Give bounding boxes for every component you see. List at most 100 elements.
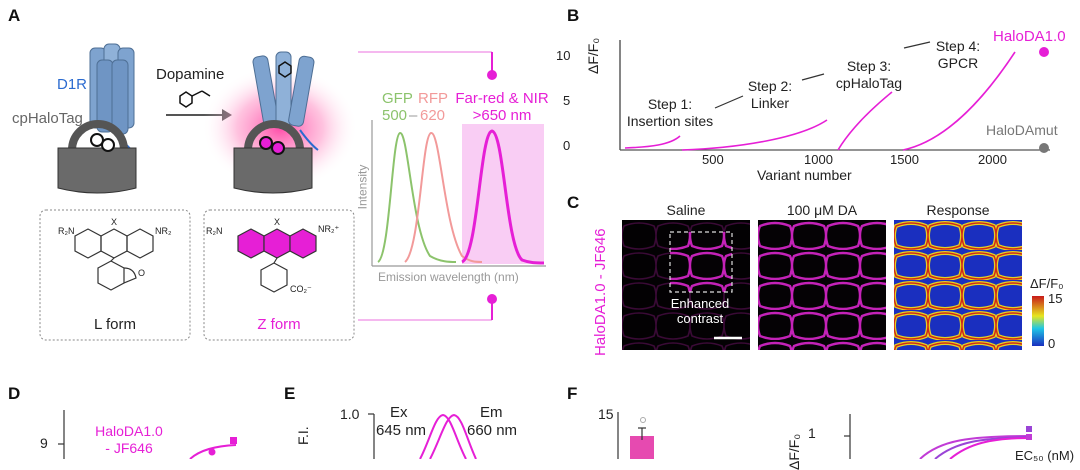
- panel-label-c: C: [567, 193, 580, 212]
- c-cbar-max: 15: [1048, 291, 1063, 306]
- b-y-label: ΔF/F₀: [585, 37, 601, 74]
- panel-label-a: A: [8, 6, 21, 25]
- b-best-label: HaloDA1.0: [993, 28, 1066, 45]
- b-step2-line2: Linker: [750, 95, 790, 111]
- b-best-point: [1039, 47, 1049, 57]
- c-colorbar: [1032, 296, 1044, 346]
- l-form-label: L form: [94, 316, 136, 333]
- z-form-x: X: [274, 217, 281, 227]
- d1r-label: D1R: [57, 76, 88, 93]
- z-form-nr2-left: R₂N: [206, 226, 223, 236]
- panel-label-e: E: [284, 384, 296, 403]
- e-em-value: 660 nm: [467, 422, 518, 439]
- b-mut-point: [1039, 143, 1049, 153]
- b-y-tick-5: 5: [563, 93, 571, 108]
- b-step3-line2: cpHaloTag: [835, 75, 903, 91]
- f-curve-1: [919, 435, 1031, 459]
- d-legend-line1: HaloDA1.0: [95, 423, 163, 439]
- l-form-structure: [74, 228, 154, 291]
- c-col3-title: Response: [926, 202, 990, 218]
- spectrum-y-label: Intensity: [355, 164, 370, 210]
- gfp-spectrum-line: [377, 131, 457, 263]
- f-legend-partial: EC₅₀ (nM): [1015, 448, 1075, 463]
- panel-e-chart: [368, 413, 477, 459]
- panel-b-chart: [619, 40, 1050, 153]
- dopamine-label: Dopamine: [156, 66, 225, 83]
- c-cbar-label: ΔF/F₀: [1030, 276, 1064, 291]
- f-y-tick-left: 15: [598, 406, 614, 422]
- panel-label-b: B: [567, 6, 580, 25]
- l-form-box: [39, 209, 191, 341]
- b-x-tick-1000: 1000: [804, 152, 833, 167]
- d1r-receptor-icon: [89, 43, 135, 151]
- f-y-tick-right: 1: [808, 425, 816, 441]
- gfp-label: GFP: [382, 90, 413, 107]
- c-inset-box: [669, 231, 733, 293]
- e-em-curve: [429, 413, 477, 459]
- l-form-x: X: [111, 217, 118, 227]
- e-ex-curve: [419, 413, 467, 459]
- c-inset-line1: Enhanced: [670, 296, 730, 311]
- z-form-box: [203, 209, 355, 341]
- b-step3-line1: Step 3:: [846, 58, 892, 74]
- panel-f-chart: [617, 412, 1032, 459]
- rfp-label: RFP: [418, 90, 448, 107]
- f-curve-3: [949, 437, 1031, 459]
- panel-d-chart: [58, 410, 237, 459]
- d-point: [208, 448, 216, 456]
- b-step1-line1: Step 1:: [647, 96, 693, 112]
- b-step2-trace: [681, 119, 828, 151]
- c-cbar-min: 0: [1048, 336, 1056, 351]
- z-form-co2: CO₂⁻: [290, 284, 312, 294]
- f-outlier-point: [640, 417, 646, 423]
- panel-a-graphics: [39, 43, 546, 341]
- d-legend-line2: - JF646: [105, 440, 153, 456]
- c-da-image: [758, 220, 886, 350]
- farred-label: Far-red & NIR: [455, 90, 549, 107]
- b-x-tick-1500: 1500: [890, 152, 919, 167]
- cphalotag-label: cpHaloTag: [12, 110, 83, 127]
- b-x-tick-500: 500: [702, 152, 724, 167]
- f-y-label-right: ΔF/F₀: [786, 433, 802, 470]
- b-step4-line1: Step 4:: [935, 38, 981, 54]
- c-col2-title: 100 μM DA: [786, 202, 858, 218]
- panel-label-d: D: [8, 384, 21, 403]
- b-y-tick-0: 0: [563, 138, 571, 153]
- farred-wavelength: >650 nm: [472, 107, 532, 124]
- panel-c-images: [622, 220, 1022, 350]
- gfp-wavelength: 500: [382, 107, 408, 124]
- b-mut-label: HaloDAmut: [986, 122, 1058, 138]
- b-step1-line2: Insertion sites: [626, 113, 714, 129]
- b-step3-trace: [837, 91, 893, 151]
- d-fit-curve: [189, 444, 237, 459]
- b-step4-trace: [902, 51, 1016, 151]
- l-form-o: O: [138, 268, 146, 278]
- l-form-nr2-right: NR₂: [155, 226, 172, 236]
- z-form-label: Z form: [257, 316, 301, 333]
- spectrum-x-label: Emission wavelength (nm): [378, 270, 519, 284]
- panel-label-f: F: [567, 384, 578, 403]
- c-col1-title: Saline: [666, 202, 706, 218]
- active-receptor-icon: [252, 51, 319, 151]
- e-y-label: F.I.: [295, 426, 311, 445]
- farred-spectrum-line: [460, 129, 545, 265]
- d-y-tick: 9: [40, 435, 48, 451]
- b-y-tick-10: 10: [556, 48, 571, 63]
- e-ex-value: 645 nm: [376, 422, 427, 439]
- e-em-label: Em: [480, 404, 503, 421]
- l-form-nr2-left: R₂N: [58, 226, 75, 236]
- b-x-label: Variant number: [757, 167, 852, 183]
- c-response-image: [894, 220, 1022, 350]
- active-lock-icon: [233, 120, 313, 194]
- range-dash: –: [409, 107, 418, 124]
- b-step1-trace: [624, 135, 681, 149]
- e-ex-label: Ex: [390, 404, 408, 421]
- c-side-label: HaloDA1.0 - JF646: [592, 228, 609, 356]
- z-form-nr2-plus: NR₂⁺: [318, 224, 340, 234]
- c-inset-line2: contrast: [676, 311, 724, 326]
- far-red-band: [462, 124, 544, 264]
- e-y-tick: 1.0: [340, 406, 360, 422]
- b-step4-line2: GPCR: [937, 55, 979, 71]
- rfp-wavelength: 620: [420, 107, 446, 124]
- b-step2-line1: Step 2:: [747, 78, 793, 94]
